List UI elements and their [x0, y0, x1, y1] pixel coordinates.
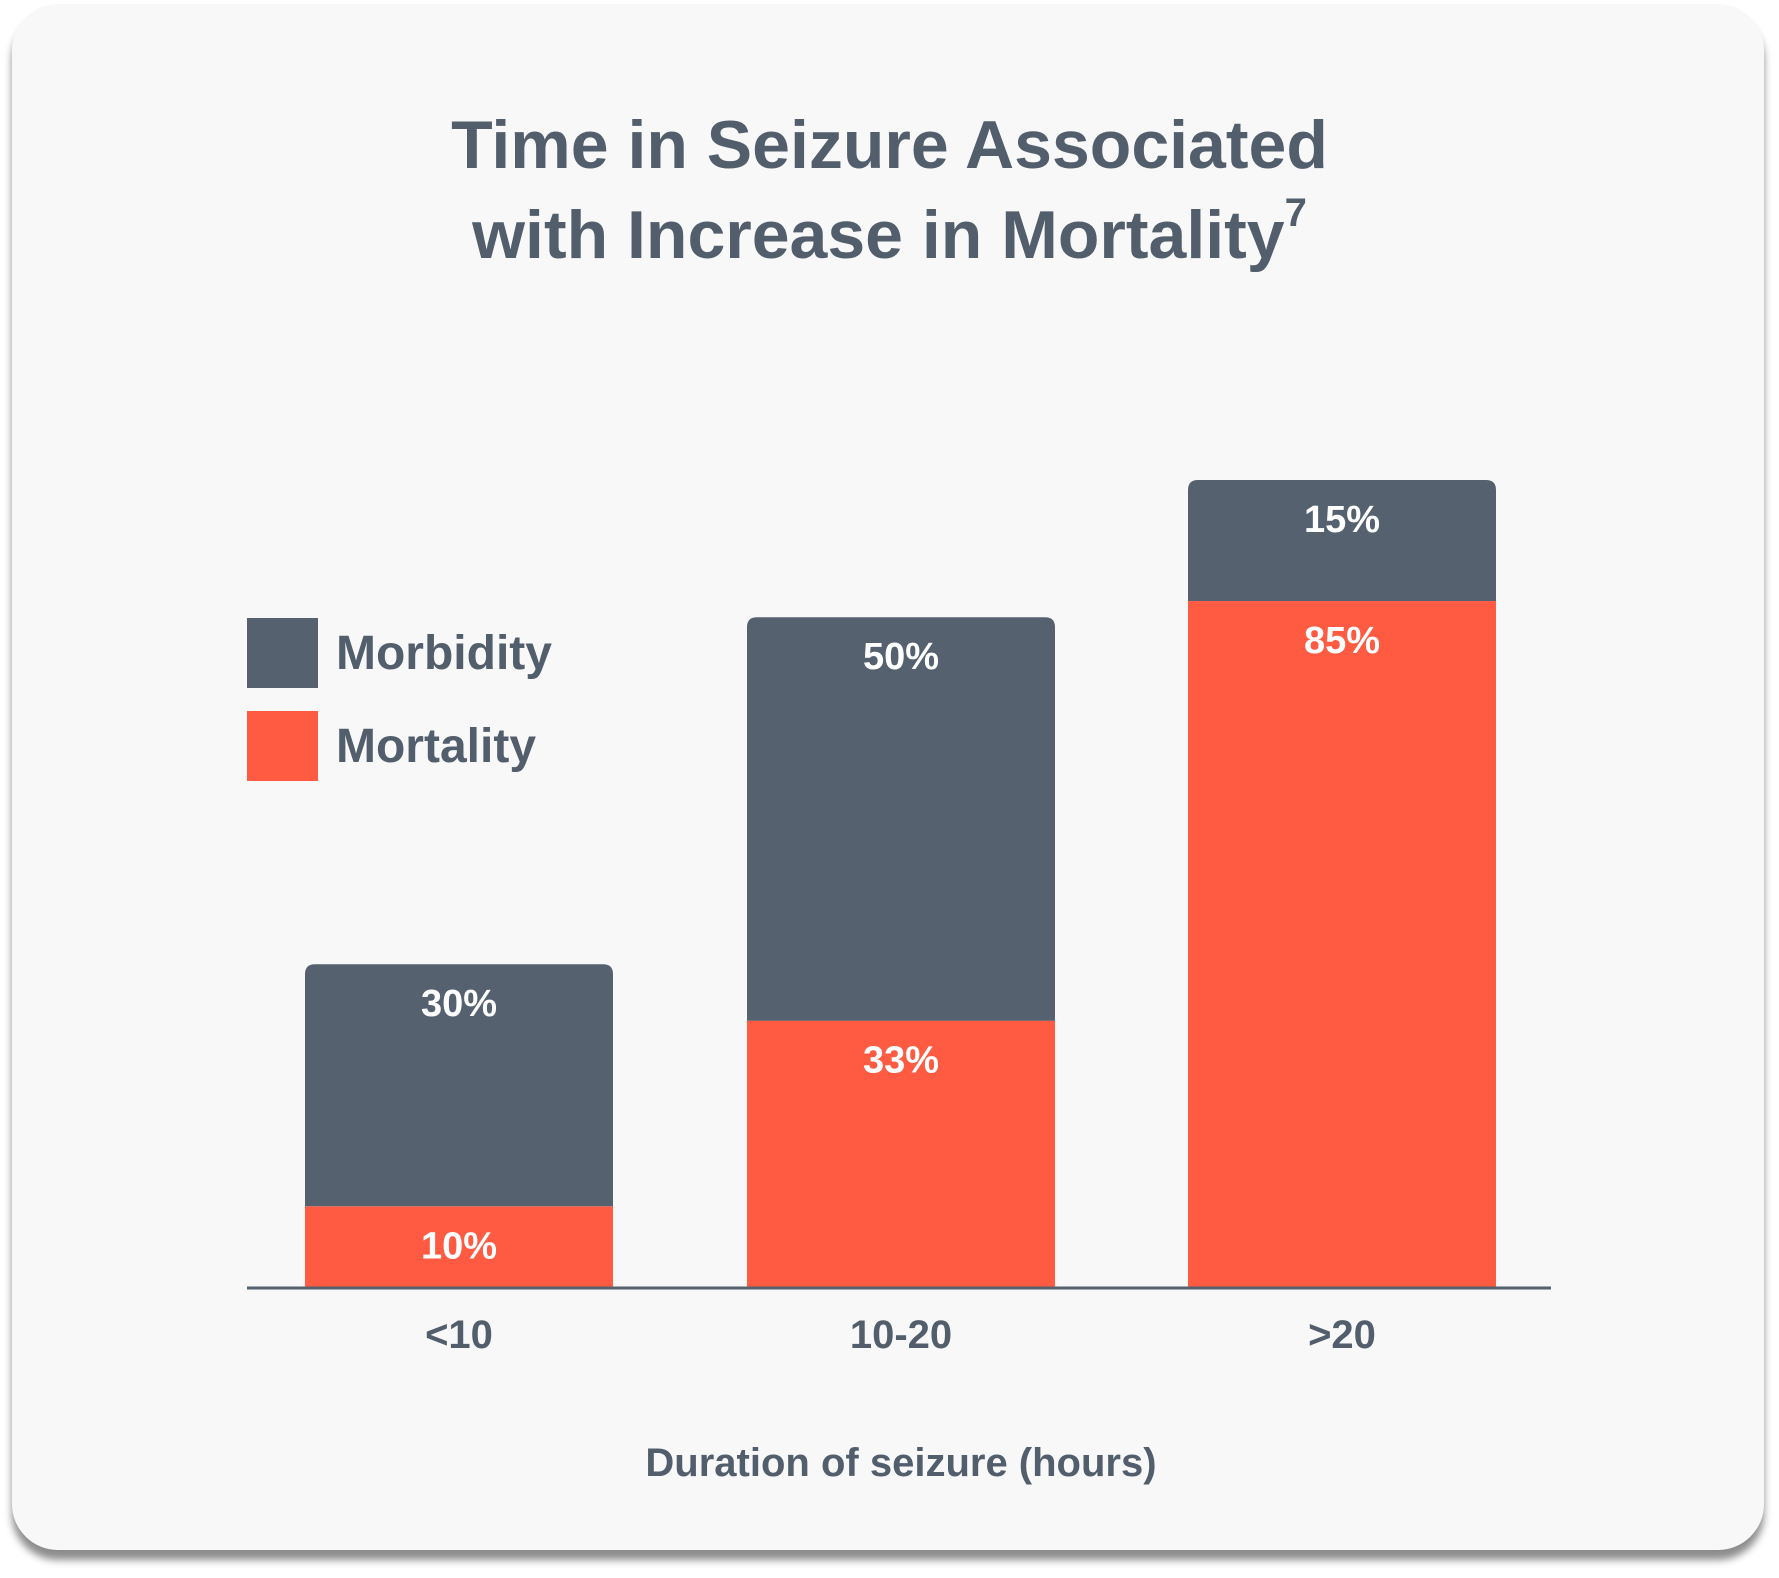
bar-morbidity-2 — [747, 617, 1055, 1021]
chart-title-line1: Time in Seizure Associated — [451, 107, 1328, 183]
bars-group: 10% 30% 33% 50% 85% 15% — [305, 480, 1496, 1287]
bar-morbidity-3 — [1188, 480, 1496, 602]
chart-title: Time in Seizure Associated with Increase… — [0, 100, 1779, 290]
legend-label-morbidity: Morbidity — [336, 627, 552, 680]
x-tick-label-1: <10 — [425, 1313, 493, 1357]
x-axis-title: Duration of seizure (hours) — [645, 1441, 1156, 1485]
bar-mortality-1 — [305, 1206, 613, 1287]
title-footnote-marker: 7 — [1284, 191, 1307, 235]
legend-swatch-mortality — [247, 711, 318, 781]
data-label-mortality-2: 33% — [863, 1040, 939, 1082]
bar-mortality-2 — [747, 1020, 1055, 1287]
data-label-morbidity-3: 15% — [1304, 499, 1380, 541]
chart-title-line2: with Increase in Mortality — [472, 197, 1285, 273]
data-label-morbidity-1: 30% — [421, 983, 497, 1025]
x-tick-label-2: 10-20 — [850, 1313, 952, 1357]
data-label-mortality-3: 85% — [1304, 620, 1380, 662]
legend: Morbidity Mortality — [247, 618, 552, 781]
data-label-mortality-1: 10% — [421, 1225, 497, 1267]
legend-swatch-morbidity — [247, 618, 318, 688]
legend-label-mortality: Mortality — [336, 720, 536, 773]
bar-morbidity-1 — [305, 964, 613, 1207]
x-tick-labels: <10 10-20 >20 — [425, 1313, 1376, 1357]
x-tick-label-3: >20 — [1308, 1313, 1376, 1357]
data-label-morbidity-2: 50% — [863, 636, 939, 678]
bar-mortality-3 — [1188, 601, 1496, 1287]
